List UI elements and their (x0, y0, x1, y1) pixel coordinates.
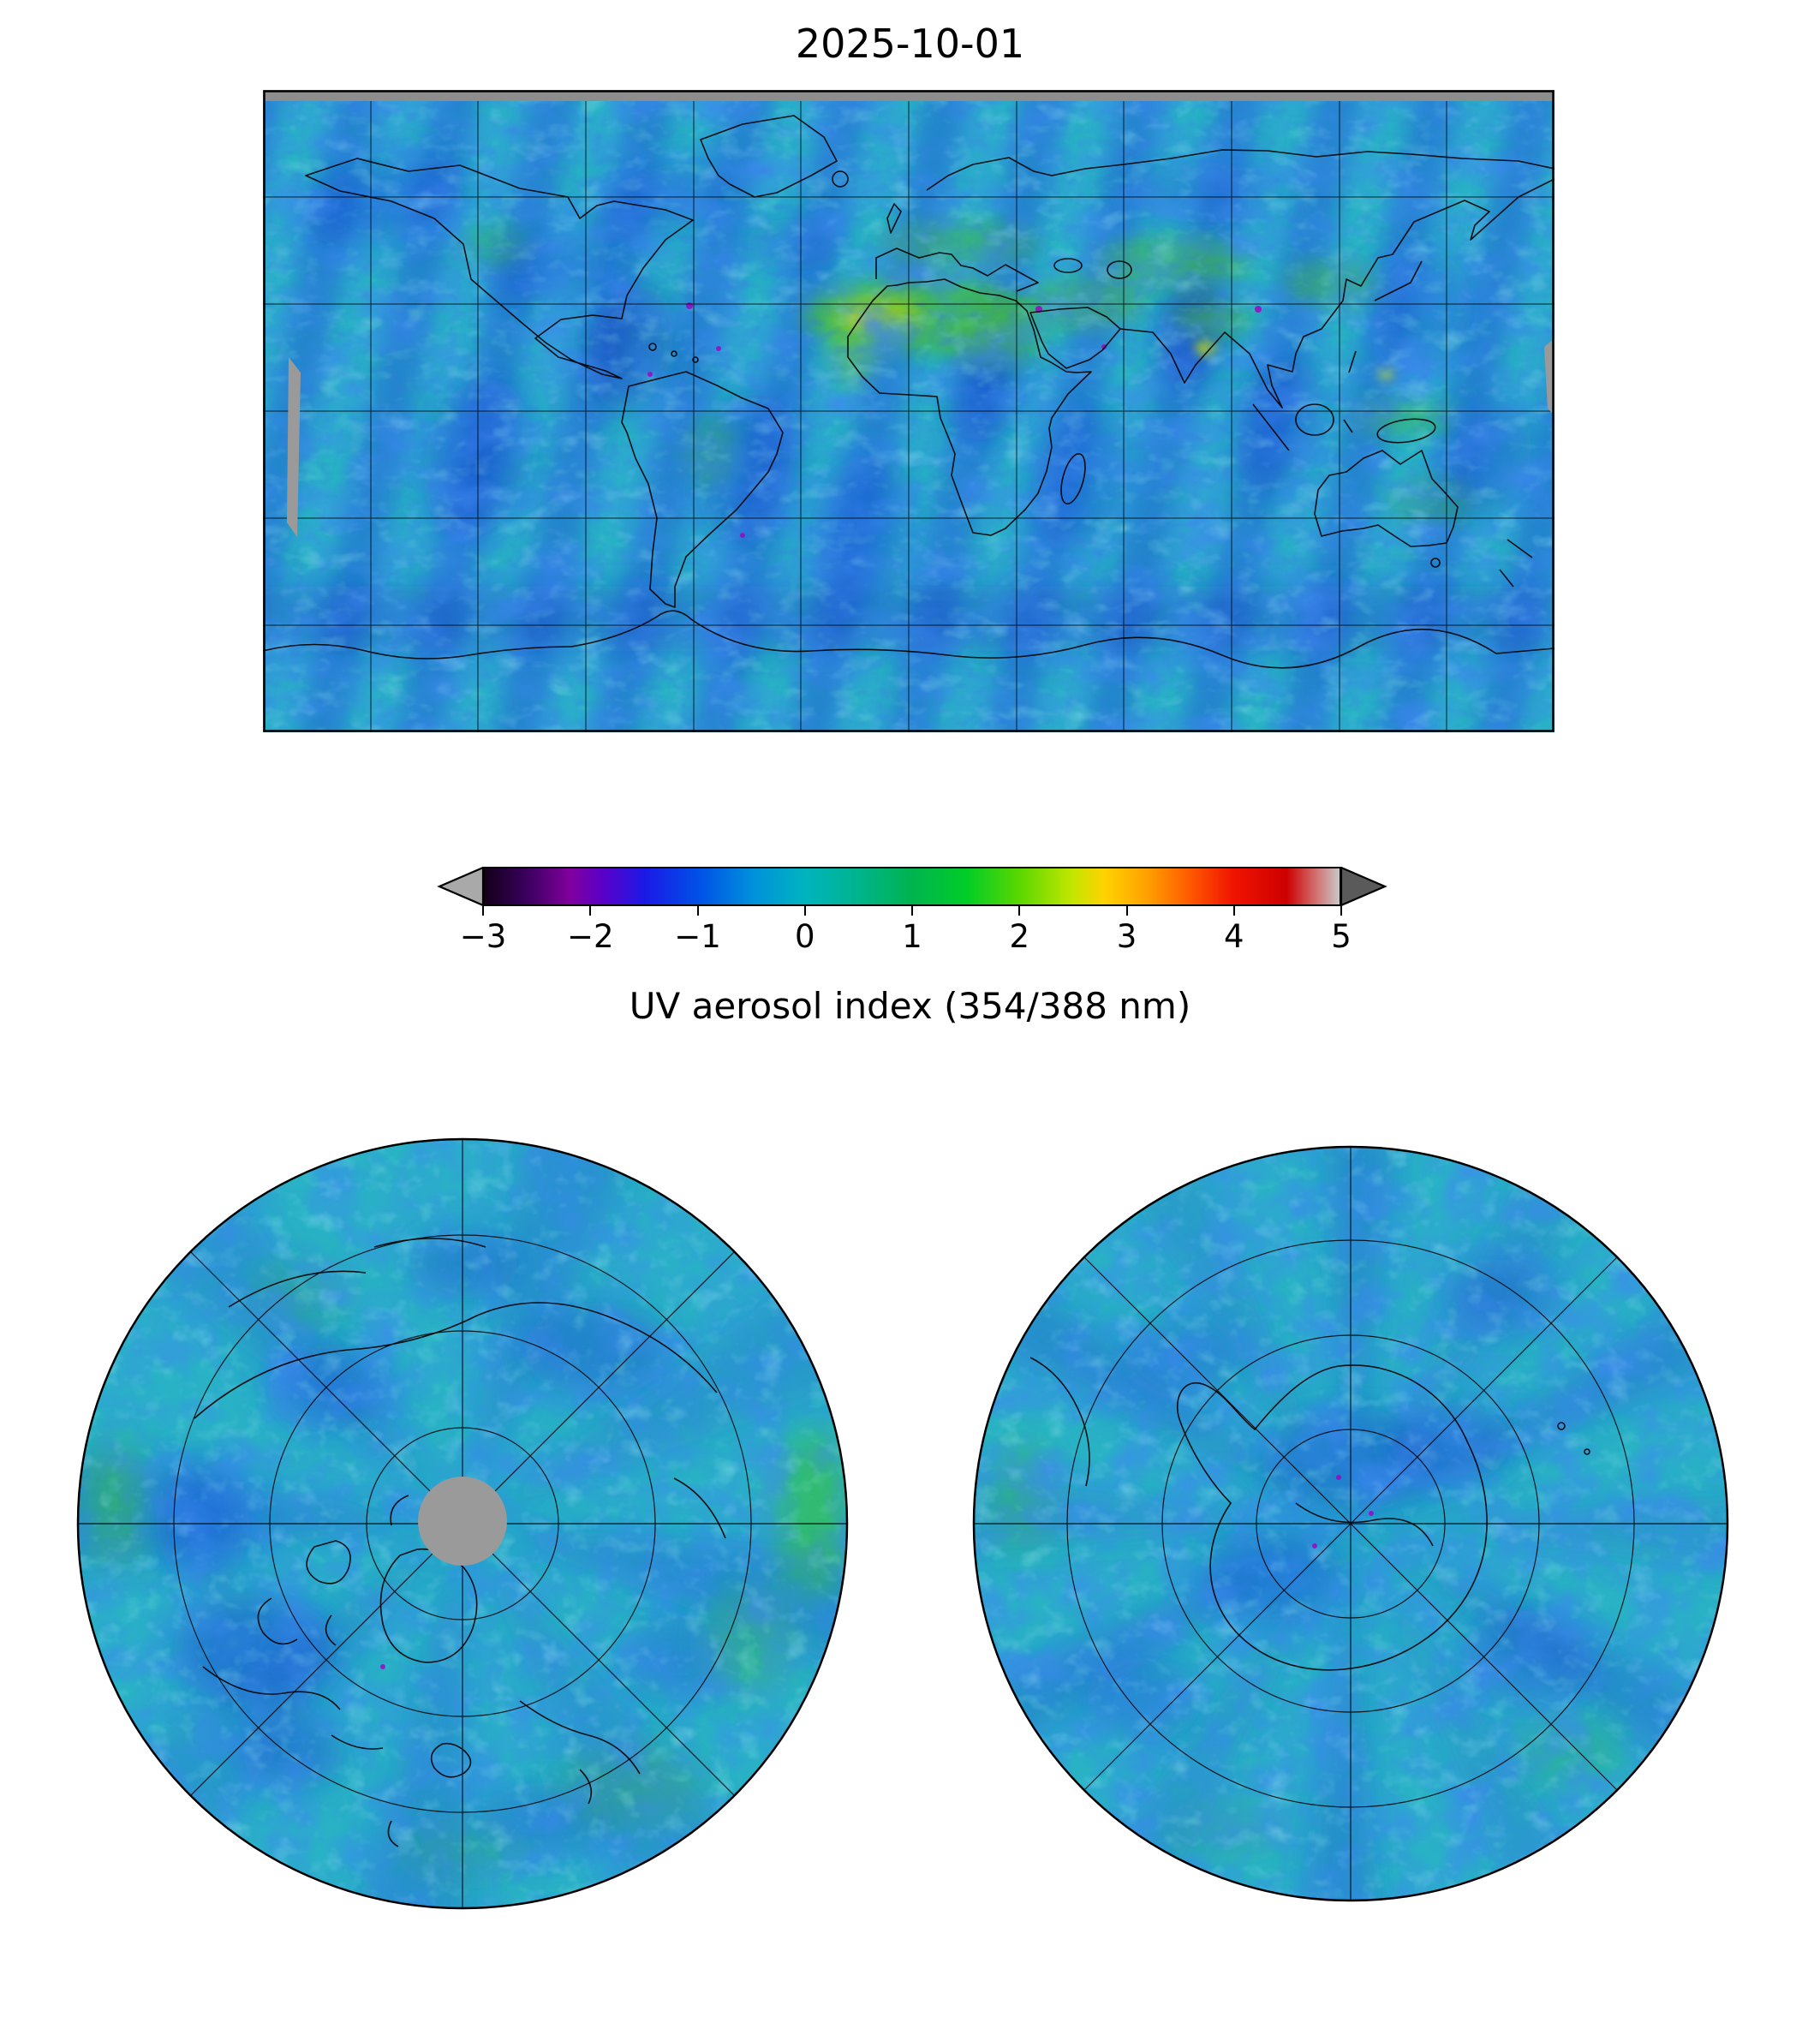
colorbar-label: UV aerosol index (354/388 nm) (629, 985, 1191, 1027)
no-data-pole-disk (418, 1477, 507, 1566)
no-data-sliver-right (1544, 338, 1554, 415)
colorbar-gradient (483, 867, 1341, 906)
north-polar-map (76, 1137, 849, 1910)
figure-title: 2025-10-01 (795, 21, 1025, 67)
colorbar-tick (1018, 906, 1021, 916)
no-data-sliver-left (287, 357, 301, 537)
colorbar-tick (589, 906, 592, 916)
colorbar-tick-label: −3 (459, 918, 507, 955)
no-data-strip (263, 90, 1554, 101)
graticule (974, 1147, 1728, 1901)
colorbar-over-arrow (1341, 867, 1387, 906)
coastlines (263, 115, 1554, 669)
colorbar-tick-label: −1 (674, 918, 721, 955)
map-frame (972, 1145, 1729, 1902)
south-polar-map (972, 1145, 1729, 1902)
colorbar-tick (911, 906, 913, 916)
colorbar-tick (1232, 906, 1235, 916)
colorbar-tick (803, 906, 806, 916)
colorbar-tick (482, 906, 484, 916)
colorbar-tick (696, 906, 699, 916)
colorbar-tick (1125, 906, 1128, 916)
colorbar-tick-label: 5 (1331, 918, 1352, 955)
colorbar-under-arrow (437, 867, 483, 906)
graticule (263, 90, 1554, 732)
colorbar-tick-label: 1 (902, 918, 922, 955)
map-frame (263, 90, 1554, 732)
colorbar-tick-label: 4 (1223, 918, 1244, 955)
colorbar-tick-label: −2 (566, 918, 614, 955)
map-frame (76, 1137, 849, 1910)
coastlines (1029, 1357, 1590, 1671)
negative-anomaly-specks (1312, 1475, 1374, 1549)
graticule (78, 1139, 847, 1908)
global-map (263, 90, 1554, 732)
colorbar-tick-label: 2 (1009, 918, 1030, 955)
colorbar-tick-label: 3 (1116, 918, 1137, 955)
colorbar-tick-label: 0 (794, 918, 815, 955)
colorbar (437, 867, 1387, 906)
colorbar-tickmarks (482, 906, 1342, 917)
coastlines (194, 1238, 726, 1847)
colorbar-tick (1340, 906, 1342, 916)
colorbar-tick-labels: −3 −2 −1 0 1 2 3 4 5 (460, 918, 1352, 958)
negative-anomaly-speck (380, 1664, 385, 1669)
